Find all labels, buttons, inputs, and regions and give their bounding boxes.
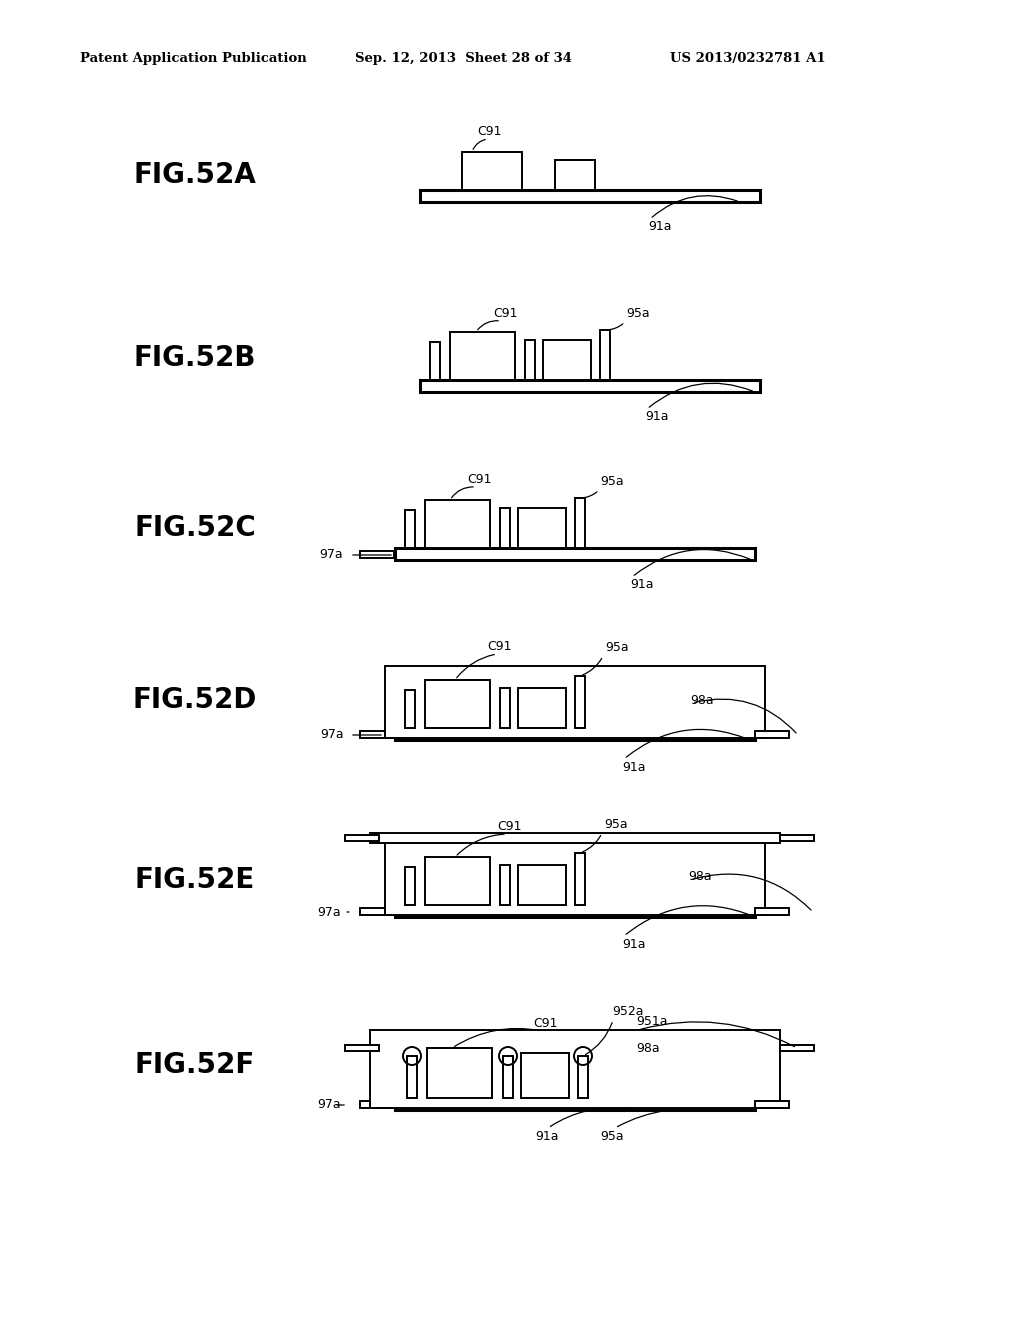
Bar [395,729,755,741]
Text: 97a: 97a [319,549,343,561]
Bar [406,690,415,729]
Bar [755,1101,790,1107]
Text: C91: C91 [468,473,493,486]
Text: 97a: 97a [321,729,344,742]
Bar [600,330,610,380]
Bar [521,1053,569,1098]
Bar [395,1098,755,1110]
Bar [755,731,790,738]
Bar [385,667,765,738]
Text: C91: C91 [478,125,502,139]
Text: 95a: 95a [626,308,649,319]
Bar [420,380,760,392]
Text: 91a: 91a [622,762,645,774]
Bar [360,731,394,738]
Text: FIG.52C: FIG.52C [134,513,256,543]
Bar [578,1056,588,1098]
Bar [543,341,591,380]
Text: Patent Application Publication: Patent Application Publication [80,51,307,65]
Text: 95a: 95a [600,475,624,488]
Bar [425,857,490,906]
Text: C91: C91 [487,640,512,653]
Bar [395,548,755,560]
Bar [370,1030,780,1107]
Bar [385,843,765,915]
Text: 98a: 98a [690,693,714,706]
Bar [500,688,510,729]
Bar [360,908,394,915]
Bar [518,865,566,906]
Bar [462,152,522,190]
Bar [518,688,566,729]
Bar [430,342,440,380]
Bar [755,908,790,915]
Text: C91: C91 [532,1016,557,1030]
Text: 91a: 91a [645,411,669,422]
Text: FIG.52E: FIG.52E [135,866,255,894]
Bar [500,508,510,548]
Bar [425,680,490,729]
Bar [525,341,535,380]
Text: 951a: 951a [636,1015,668,1028]
Text: 97a: 97a [317,906,341,919]
Text: FIG.52D: FIG.52D [133,686,257,714]
Text: 91a: 91a [622,939,645,950]
Bar [555,160,595,190]
Text: 97a: 97a [317,1098,341,1111]
Text: C91: C91 [498,820,522,833]
Text: 91a: 91a [648,220,672,234]
Bar [345,1045,379,1051]
Text: FIG.52F: FIG.52F [135,1051,255,1078]
Text: US 2013/0232781 A1: US 2013/0232781 A1 [670,51,825,65]
Bar [780,836,814,841]
Bar [395,906,755,917]
Bar [370,833,780,843]
Text: 98a: 98a [636,1041,659,1055]
Bar [450,333,515,380]
Bar [503,1056,513,1098]
Bar [575,676,585,729]
Bar [518,508,566,548]
Text: 91a: 91a [535,1130,558,1143]
Text: FIG.52A: FIG.52A [133,161,256,189]
Text: 952a: 952a [612,1005,643,1018]
Bar [345,836,379,841]
Text: Sep. 12, 2013  Sheet 28 of 34: Sep. 12, 2013 Sheet 28 of 34 [355,51,572,65]
Bar [575,498,585,548]
Bar [406,867,415,906]
Bar [385,1043,765,1104]
Text: FIG.52B: FIG.52B [134,345,256,372]
Text: 95a: 95a [604,818,628,832]
Text: C91: C91 [493,308,517,319]
Bar [360,1101,394,1107]
Bar [420,190,760,202]
Bar [427,1048,492,1098]
Bar [425,500,490,548]
Bar [575,853,585,906]
Bar [500,865,510,906]
Bar [406,510,415,548]
Bar [360,550,394,558]
Bar [780,1045,814,1051]
Text: 91a: 91a [630,578,653,591]
Bar [407,1056,417,1098]
Text: 95a: 95a [605,642,629,653]
Text: 98a: 98a [688,870,712,883]
Text: 95a: 95a [600,1130,624,1143]
